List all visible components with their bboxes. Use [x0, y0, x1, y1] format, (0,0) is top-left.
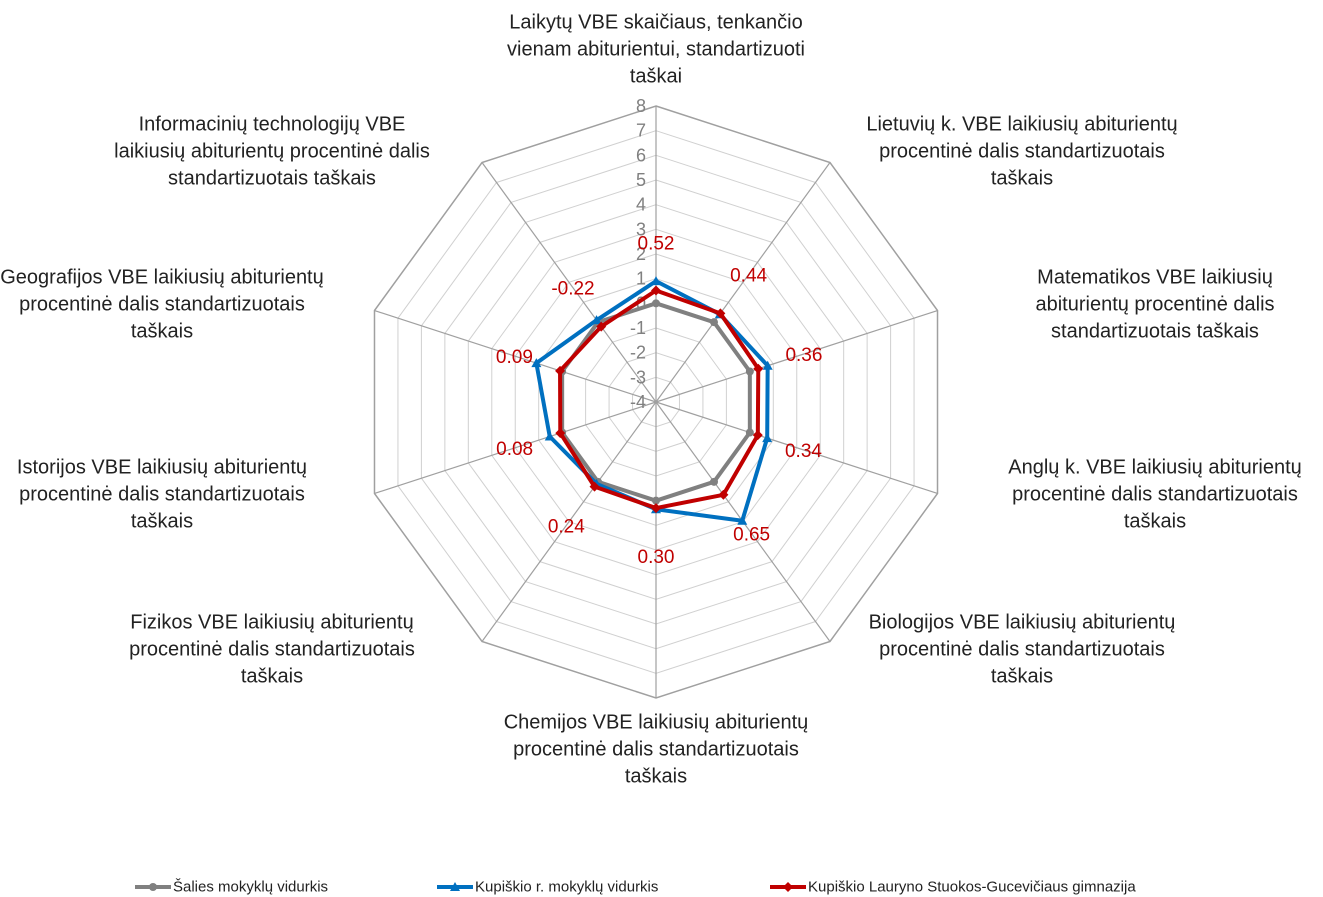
category-label: Anglų k. VBE laikiusių abiturientų proce… [1008, 456, 1302, 533]
marker [745, 367, 754, 376]
legend-label: Šalies mokyklų vidurkis [173, 878, 329, 896]
marker [651, 276, 661, 286]
tick-label: 7 [636, 121, 646, 141]
spoke [374, 401, 657, 495]
data-label: 0.09 [496, 347, 533, 368]
tick-label: 1 [636, 269, 646, 289]
marker [753, 363, 764, 374]
data-label: 0.52 [638, 234, 675, 255]
marker [652, 299, 660, 308]
marker [752, 430, 763, 441]
spoke [481, 401, 657, 642]
tick-label: 2 [636, 244, 646, 264]
spoke [655, 162, 831, 403]
marker [555, 428, 566, 439]
tick-label: 6 [636, 145, 646, 165]
spoke [374, 309, 657, 403]
tick-label: -1 [630, 318, 646, 338]
marker [709, 477, 718, 486]
data-label: 0.36 [785, 345, 822, 366]
marker [783, 882, 793, 892]
tick-label: -4 [630, 392, 646, 412]
marker [718, 489, 729, 500]
marker [596, 321, 607, 332]
data-label: 0.44 [730, 266, 767, 287]
tick-label: 4 [636, 195, 646, 215]
tick-label: -2 [630, 343, 646, 363]
marker [651, 503, 661, 514]
marker [589, 481, 600, 492]
data-label: 0.34 [785, 441, 822, 462]
tick-label: -3 [630, 367, 646, 387]
category-label: Laikytų VBE skaičiaus, tenkančio vienam … [507, 11, 805, 88]
marker [709, 318, 718, 327]
data-label: -0.22 [551, 279, 594, 300]
data-label: 0.30 [638, 547, 675, 568]
spoke [655, 309, 938, 403]
category-label: Matematikos VBE laikiusių abiturientų pr… [1035, 266, 1275, 343]
category-label: Fizikos VBE laikiusių abiturientų procen… [129, 611, 415, 688]
marker [652, 496, 660, 505]
category-label: Istorijos VBE laikiusių abiturientų proc… [16, 456, 308, 533]
marker [762, 360, 773, 370]
marker [715, 308, 726, 319]
category-label: Lietuvių k. VBE laikiusių abiturientų pr… [866, 113, 1178, 190]
category-label: Chemijos VBE laikiusių abiturientų proce… [503, 711, 809, 788]
tick-label: 5 [636, 170, 646, 190]
category-label: Informacinių technologijų VBE laikiusių … [114, 113, 430, 190]
marker [762, 433, 773, 443]
tick-label: 0 [636, 293, 646, 313]
marker [651, 285, 661, 296]
marker [450, 882, 460, 891]
marker [737, 515, 748, 525]
marker [591, 315, 602, 325]
tick-label: 3 [636, 219, 646, 239]
marker [531, 358, 542, 368]
marker [745, 428, 754, 437]
data-label: 0.24 [548, 516, 585, 537]
category-label: Geografijos VBE laikiusių abiturientų pr… [0, 266, 324, 343]
spoke [481, 162, 657, 403]
marker [544, 431, 555, 441]
legend-label: Kupiškio r. mokyklų vidurkis [475, 878, 659, 896]
data-label: 0.08 [496, 439, 533, 460]
category-label: Biologijos VBE laikiusių abiturientų pro… [868, 611, 1176, 688]
legend-label: Kupiškio Lauryno Stuokos-Gucevičiaus gim… [808, 878, 1136, 896]
marker [149, 883, 157, 891]
data-label: 0.65 [733, 525, 770, 546]
spoke [655, 401, 938, 495]
marker [555, 365, 566, 376]
tick-label: 8 [636, 96, 646, 116]
